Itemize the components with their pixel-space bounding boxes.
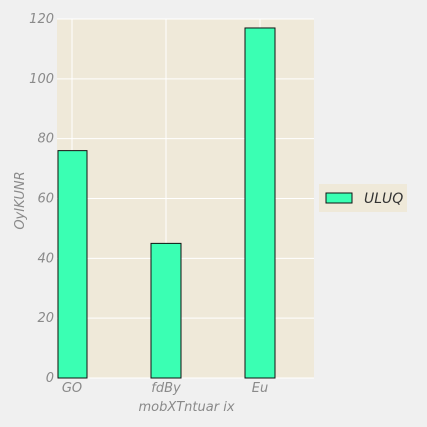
- x-tick-label: GO: [62, 381, 82, 396]
- y-axis-ticks: 0 20 40 60 80 100 120: [29, 12, 54, 386]
- x-axis-ticks: GO fdBy Eu: [62, 381, 268, 396]
- x-tick-label: fdBy: [151, 381, 181, 396]
- y-tick-label: 0: [46, 371, 54, 386]
- x-axis-label: mobXTntuar ix: [138, 400, 234, 415]
- y-tick-label: 40: [37, 251, 54, 266]
- bar-Eu: [244, 27, 276, 379]
- y-tick-label: 100: [29, 72, 54, 87]
- y-axis-label: OyIKUNR: [13, 171, 28, 229]
- y-tick-label: 80: [37, 132, 54, 147]
- legend: ULUQ: [319, 184, 407, 212]
- bar-fdBy: [150, 242, 182, 379]
- bar-GO: [57, 150, 88, 379]
- legend-label: ULUQ: [364, 191, 403, 207]
- y-tick-label: 120: [29, 12, 54, 27]
- bars: [57, 27, 276, 379]
- x-tick-label: Eu: [252, 381, 268, 396]
- y-tick-label: 60: [37, 192, 54, 207]
- y-tick-label: 20: [37, 311, 54, 326]
- legend-swatch: [325, 192, 353, 204]
